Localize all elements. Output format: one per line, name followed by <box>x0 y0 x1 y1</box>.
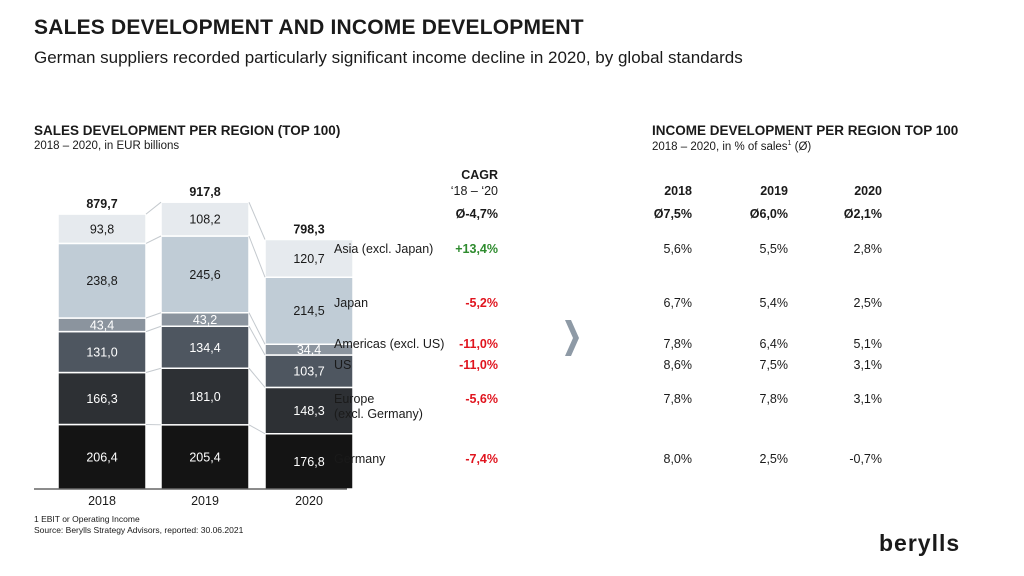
income-value: 2,5% <box>759 452 789 466</box>
bar-value-label: 134,4 <box>189 341 220 355</box>
income-total-2018: Ø7,5% <box>653 207 692 221</box>
bar-segment <box>264 354 354 389</box>
bar-segment <box>264 386 354 435</box>
income-value: 7,5% <box>759 358 789 372</box>
income-total-2020: Ø2,1% <box>843 207 882 221</box>
region-cagr: -11,0% <box>459 358 498 372</box>
bar-value-label: 93,8 <box>90 222 114 236</box>
income-value: 5,4% <box>759 296 789 310</box>
chevron-right-icon <box>565 320 579 356</box>
page-subtitle: German suppliers recorded particularly s… <box>34 48 743 67</box>
income-header-2020: 2020 <box>854 184 882 198</box>
sales-section-title: SALES DEVELOPMENT PER REGION (TOP 100) <box>34 123 341 138</box>
income-total-2019: Ø6,0% <box>749 207 788 221</box>
x-tick-label: 2018 <box>88 494 116 508</box>
income-value: 8,0% <box>663 452 693 466</box>
income-header-2019: 2019 <box>760 184 788 198</box>
region-label: US <box>334 358 352 372</box>
income-value: 8,6% <box>663 358 693 372</box>
connector-line <box>248 367 266 388</box>
income-value: 5,1% <box>853 337 883 351</box>
bar-value-label: 205,4 <box>189 450 220 464</box>
income-value: 5,5% <box>759 242 789 256</box>
income-value: 3,1% <box>853 358 883 372</box>
region-cagr: -5,2% <box>465 296 498 310</box>
bar-value-label: 43,4 <box>90 318 114 332</box>
bar-segment <box>160 201 250 237</box>
income-value: 2,8% <box>853 242 883 256</box>
bar-segment <box>160 235 250 314</box>
region-cagr: -7,4% <box>465 452 498 466</box>
bar-segment <box>264 433 354 490</box>
bar-value-label: 131,0 <box>86 346 117 360</box>
x-tick-label: 2020 <box>295 494 323 508</box>
income-value: 3,1% <box>853 392 883 406</box>
cagr-header: CAGR <box>461 168 498 182</box>
region-label: Asia (excl. Japan) <box>334 242 434 256</box>
bar-total-label: 917,8 <box>189 185 220 199</box>
income-header-2018: 2018 <box>664 184 692 198</box>
region-cagr: -5,6% <box>465 392 498 406</box>
bar-total-label: 798,3 <box>293 223 324 237</box>
footnote: 1 EBIT or Operating Income Source: Beryl… <box>34 514 243 536</box>
connector-line <box>145 235 162 244</box>
page-title: SALES DEVELOPMENT AND INCOME DEVELOPMENT <box>34 16 584 39</box>
bar-value-label: 148,3 <box>293 404 324 418</box>
bar-segment <box>160 325 250 369</box>
footnote-ebit: 1 EBIT or Operating Income <box>34 514 140 524</box>
bar-value-label: 238,8 <box>86 274 117 288</box>
connector-line <box>248 312 266 345</box>
bar-value-label: 206,4 <box>86 450 117 464</box>
connector-line <box>248 201 266 240</box>
income-section-title: INCOME DEVELOPMENT PER REGION TOP 100 <box>652 123 959 138</box>
bar-segment <box>264 238 354 278</box>
bar-value-label: 245,6 <box>189 268 220 282</box>
bar-value-label: 181,0 <box>189 390 220 404</box>
connector-line <box>248 235 266 278</box>
income-value: 6,7% <box>663 296 693 310</box>
bar-value-label: 176,8 <box>293 455 324 469</box>
income-value: 6,4% <box>759 337 789 351</box>
region-label: Japan <box>334 296 369 310</box>
income-section-subtitle: 2018 – 2020, in % of sales1 (Ø) <box>652 140 812 153</box>
sales-section-subtitle: 2018 – 2020, in EUR billions <box>34 140 180 152</box>
bar-segment <box>57 213 147 245</box>
bar-segment <box>57 423 147 490</box>
income-value: 7,8% <box>663 392 693 406</box>
bar-value-label: 103,7 <box>293 365 324 379</box>
bar-value-label: 43,2 <box>193 313 217 327</box>
region-label: Germany <box>334 452 386 466</box>
cagr-total: Ø-4,7% <box>455 207 498 221</box>
footnote-source: Source: Berylls Strategy Advisors, repor… <box>34 525 244 535</box>
connector-line <box>145 312 162 319</box>
bar-value-label: 34,4 <box>297 343 321 357</box>
region-cagr: -11,0% <box>459 337 498 351</box>
berylls-logo: berylls <box>879 530 961 556</box>
income-value: -0,7% <box>849 452 882 466</box>
bar-value-label: 214,5 <box>293 304 324 318</box>
region-label: Americas (excl. US) <box>334 337 445 351</box>
income-value: 7,8% <box>759 392 789 406</box>
bar-segment <box>264 276 354 345</box>
bar-value-label: 108,2 <box>189 213 220 227</box>
connector-line <box>145 201 162 215</box>
income-value: 7,8% <box>663 337 693 351</box>
bar-total-label: 879,7 <box>86 197 117 211</box>
connector-line <box>248 326 266 356</box>
bar-value-label: 120,7 <box>293 252 324 266</box>
bar-segment <box>57 242 147 319</box>
connector-line <box>145 367 162 374</box>
cagr-period: ‘18 – ‘20 <box>450 184 498 198</box>
x-tick-label: 2019 <box>191 494 219 508</box>
income-value: 2,5% <box>853 296 883 310</box>
bar-value-label: 166,3 <box>86 392 117 406</box>
region-label: Europe (excl. Germany) <box>334 392 423 421</box>
connector-line <box>248 424 266 435</box>
region-cagr: +13,4% <box>455 242 498 256</box>
income-value: 5,6% <box>663 242 693 256</box>
connector-line <box>145 325 162 333</box>
